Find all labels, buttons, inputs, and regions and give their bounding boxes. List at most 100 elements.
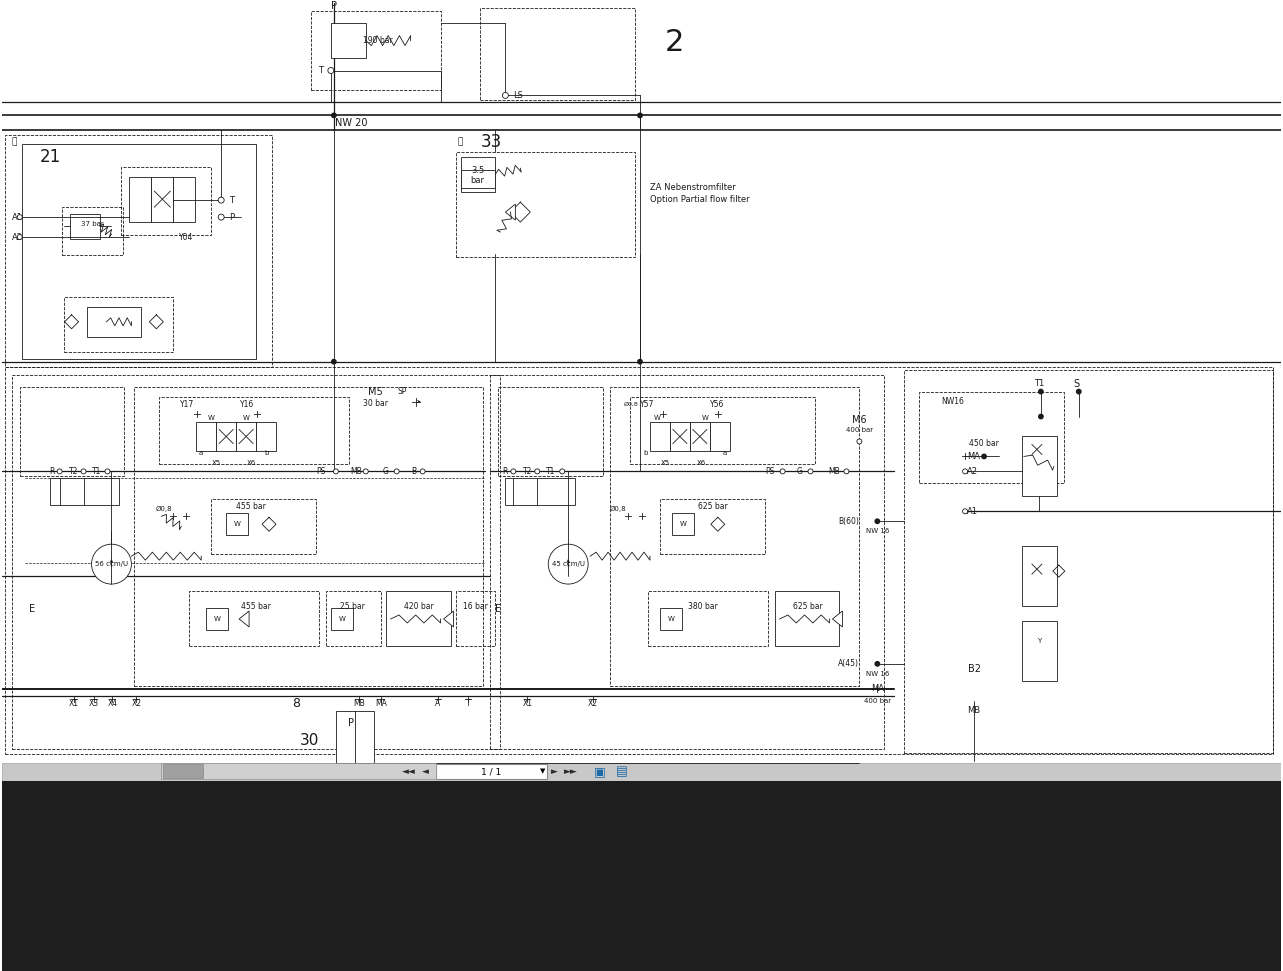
Text: X5: X5	[212, 460, 221, 466]
Text: Y17: Y17	[180, 400, 194, 409]
Text: X2: X2	[131, 699, 141, 708]
Text: 45 ccm/U: 45 ccm/U	[552, 561, 585, 567]
Text: MB: MB	[353, 699, 364, 708]
Text: 625 bar: 625 bar	[698, 502, 727, 511]
Circle shape	[535, 469, 540, 474]
Text: MA: MA	[375, 699, 386, 708]
Circle shape	[328, 68, 334, 74]
Bar	[326, 591, 381, 646]
Circle shape	[1039, 389, 1043, 394]
Text: W: W	[234, 521, 240, 527]
Text: R: R	[503, 467, 508, 476]
Text: 56 ccm/U: 56 ccm/U	[95, 561, 128, 567]
Text: T2: T2	[522, 467, 532, 476]
Circle shape	[875, 661, 880, 666]
Circle shape	[780, 469, 785, 474]
Text: 455 bar: 455 bar	[236, 502, 266, 511]
Text: LS: LS	[513, 91, 523, 100]
Text: W: W	[680, 521, 686, 527]
Bar	[461, 157, 495, 192]
Text: bar: bar	[471, 176, 485, 184]
Circle shape	[808, 469, 813, 474]
Text: X6: X6	[697, 460, 707, 466]
Text: W: W	[242, 415, 249, 420]
Text: 16 bar: 16 bar	[463, 601, 488, 611]
Circle shape	[218, 214, 225, 220]
Bar	[1, 781, 1282, 971]
Text: 30 bar: 30 bar	[363, 399, 389, 408]
Text: ⓓ: ⓓ	[12, 138, 17, 147]
Text: Y57: Y57	[640, 400, 654, 409]
Text: 455 bar: 455 bar	[241, 601, 271, 611]
Polygon shape	[833, 611, 843, 627]
Bar	[226, 514, 248, 535]
Circle shape	[58, 469, 62, 474]
Text: E: E	[495, 604, 502, 614]
Text: 190 bar: 190 bar	[363, 36, 393, 45]
Circle shape	[857, 439, 862, 444]
Bar	[659, 608, 681, 630]
Text: W: W	[653, 415, 661, 420]
Circle shape	[638, 359, 643, 364]
Text: ◄◄: ◄◄	[402, 767, 416, 776]
Bar	[12, 375, 500, 749]
Text: A1: A1	[967, 507, 978, 516]
Text: X4: X4	[108, 699, 118, 708]
Circle shape	[1076, 389, 1082, 394]
Text: MB: MB	[350, 467, 362, 476]
Bar	[611, 386, 860, 686]
Bar	[122, 167, 212, 235]
Text: Y56: Y56	[709, 400, 724, 409]
Bar	[196, 421, 216, 452]
Bar	[1023, 546, 1057, 606]
Text: 8: 8	[293, 697, 300, 710]
Text: SP: SP	[398, 387, 407, 396]
Bar	[490, 375, 884, 749]
Text: Y: Y	[1037, 638, 1041, 644]
Text: Ø0,8: Ø0,8	[624, 402, 638, 407]
Bar	[190, 591, 319, 646]
Text: B(60): B(60)	[839, 517, 860, 525]
Text: ▤: ▤	[616, 765, 627, 778]
Circle shape	[105, 469, 110, 474]
Circle shape	[962, 469, 967, 474]
Text: X3: X3	[89, 699, 99, 708]
Text: ▣: ▣	[594, 765, 606, 778]
Text: X1: X1	[522, 699, 532, 708]
Bar	[386, 591, 450, 646]
Bar	[498, 386, 603, 477]
Text: 450 bar: 450 bar	[969, 439, 999, 448]
Text: T1: T1	[1034, 379, 1044, 388]
Bar	[236, 421, 257, 452]
Bar	[630, 396, 815, 464]
Bar	[159, 396, 349, 464]
Bar	[310, 11, 440, 90]
Text: ►►: ►►	[565, 767, 579, 776]
Bar	[212, 499, 316, 554]
Bar	[670, 421, 690, 452]
Circle shape	[875, 519, 880, 523]
Text: Y04: Y04	[180, 232, 194, 242]
Text: G: G	[382, 467, 389, 476]
Text: 37 bar: 37 bar	[81, 221, 104, 227]
Text: W: W	[214, 616, 221, 622]
Text: W: W	[702, 415, 708, 420]
Circle shape	[81, 469, 86, 474]
Bar	[130, 177, 151, 222]
Text: P: P	[230, 213, 235, 221]
Text: 25 bar: 25 bar	[340, 601, 366, 611]
Text: Ø0,8: Ø0,8	[157, 506, 173, 513]
Text: NW 16: NW 16	[866, 671, 889, 677]
Bar	[86, 307, 141, 337]
Bar	[331, 22, 366, 57]
Circle shape	[503, 92, 508, 98]
Text: NW16: NW16	[942, 397, 964, 406]
Bar	[64, 297, 173, 352]
Text: PS: PS	[316, 467, 326, 476]
Text: a: a	[199, 451, 203, 456]
Text: b: b	[644, 451, 648, 456]
Text: A(45): A(45)	[838, 659, 860, 668]
Circle shape	[638, 114, 643, 117]
Circle shape	[420, 469, 425, 474]
Text: ⓘ: ⓘ	[458, 138, 463, 147]
